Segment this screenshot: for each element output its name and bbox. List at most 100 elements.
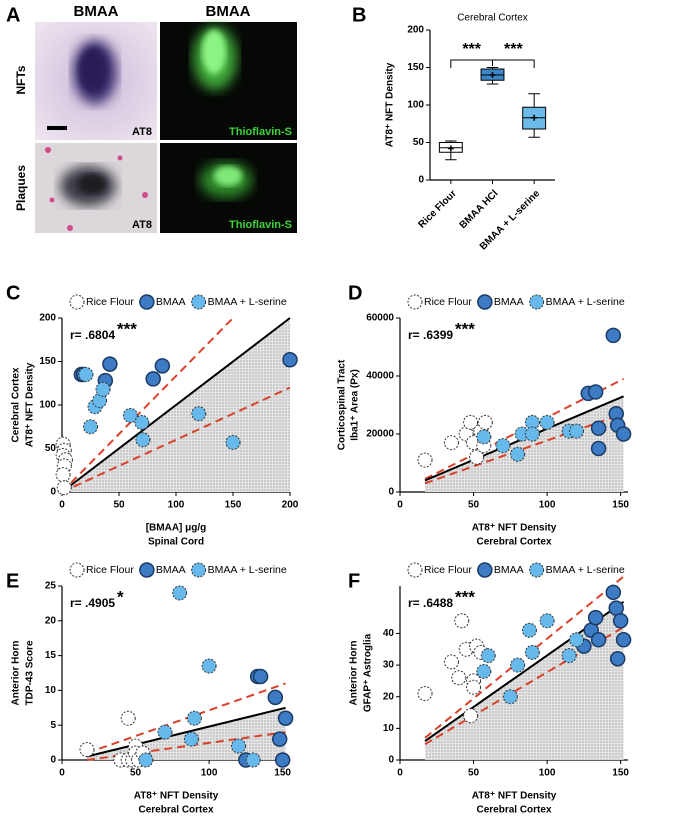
x-axis-label: AT8⁺ NFT Density xyxy=(472,523,557,534)
annotation: r= .6399 xyxy=(408,328,453,342)
point xyxy=(539,613,555,629)
point xyxy=(521,622,537,638)
stain-label: Thioflavin-S xyxy=(229,219,292,231)
legend-marker xyxy=(191,294,207,310)
point xyxy=(277,710,294,726)
legend-label: BMAA xyxy=(156,564,186,576)
legend-marker xyxy=(191,562,207,578)
point xyxy=(145,371,161,387)
stain-label: AT8 xyxy=(132,126,152,138)
point xyxy=(95,381,111,397)
y-axis-label: GFAP⁺ Astroglia xyxy=(363,633,374,712)
panel-letter: D xyxy=(348,282,362,304)
y-tick-label: 50 xyxy=(413,137,425,148)
x-tick-label: 100 xyxy=(539,500,556,511)
point xyxy=(138,752,154,768)
point xyxy=(569,632,585,648)
point xyxy=(271,731,288,747)
significance-label: *** xyxy=(455,319,475,338)
y-tick-label: 0 xyxy=(388,487,394,498)
x-tick-label: 0 xyxy=(59,768,65,779)
point xyxy=(443,654,459,670)
panel-a: A BMAA BMAA NFTs Plaques AT8 Thioflavin-… xyxy=(6,3,297,233)
x-axis-label: AT8⁺ NFT Density xyxy=(134,791,219,802)
panel-letter: B xyxy=(352,4,366,26)
panel-letter: F xyxy=(348,570,360,592)
legend-label: BMAA + L-serine xyxy=(208,564,287,576)
regression-line xyxy=(86,706,286,758)
x-axis-label: Spinal Cord xyxy=(148,537,204,548)
mean-marker xyxy=(447,145,454,152)
point xyxy=(120,710,136,726)
point xyxy=(605,584,622,601)
panel-letter: C xyxy=(6,282,20,304)
point xyxy=(252,668,269,685)
confidence-band xyxy=(424,575,625,739)
point xyxy=(510,446,526,462)
y-tick-label: 0 xyxy=(50,755,56,766)
point xyxy=(55,467,71,483)
confidence-band xyxy=(61,317,234,493)
micrograph: Thioflavin-S xyxy=(160,143,297,233)
point xyxy=(417,686,433,702)
point xyxy=(587,384,604,400)
legend-marker xyxy=(139,562,155,578)
y-tick-label: 150 xyxy=(407,62,424,73)
confidence-band xyxy=(61,386,291,493)
legend-label: Rice Flour xyxy=(424,564,472,576)
y-axis-label: Cerebral Cortex xyxy=(11,367,22,442)
point xyxy=(122,407,138,423)
point xyxy=(463,708,479,724)
point xyxy=(524,426,540,442)
y-tick-label: 0 xyxy=(50,487,56,498)
x-tick-label: 150 xyxy=(612,768,629,779)
legend-marker xyxy=(69,562,85,578)
point xyxy=(225,434,241,450)
micrograph: AT8 xyxy=(35,143,157,233)
micrograph: Thioflavin-S xyxy=(160,22,297,140)
point xyxy=(587,609,604,626)
point xyxy=(612,613,629,629)
x-tick-label: 100 xyxy=(539,768,556,779)
y-axis-label: Anterior Horn xyxy=(11,641,22,706)
x-tick-label: 50 xyxy=(130,768,142,779)
point xyxy=(79,742,95,758)
legend-marker xyxy=(529,294,545,310)
significance-bracket xyxy=(450,59,535,68)
point xyxy=(282,352,298,368)
micrograph: AT8 xyxy=(35,22,157,140)
y-tick-label: 10 xyxy=(383,723,395,734)
legend-label: BMAA + L-serine xyxy=(208,296,287,308)
y-axis-label: TDP-43 Score xyxy=(25,640,36,705)
y-tick-label: 40000 xyxy=(366,371,394,382)
x-tick-label: 150 xyxy=(274,768,291,779)
x-tick-label: 0 xyxy=(59,500,65,511)
point xyxy=(191,406,207,422)
mean-marker xyxy=(489,72,496,78)
y-axis-label: AT8⁺ NFT Density xyxy=(385,62,396,147)
point xyxy=(615,426,632,442)
point xyxy=(476,429,492,445)
y-tick-label: 0 xyxy=(418,175,424,186)
x-tick-label: 50 xyxy=(468,768,480,779)
significance-label: *** xyxy=(455,587,475,606)
point xyxy=(102,356,118,372)
point xyxy=(609,651,626,667)
point xyxy=(502,689,518,705)
point xyxy=(186,710,202,726)
y-tick-label: 50 xyxy=(45,443,57,454)
point xyxy=(466,679,482,695)
y-tick-label: 40 xyxy=(383,628,395,639)
y-tick-label: 5 xyxy=(50,720,56,731)
legend-marker xyxy=(69,294,85,310)
point xyxy=(463,414,479,430)
annotation: r= .6804 xyxy=(70,328,115,342)
legend-label: BMAA + L-serine xyxy=(546,564,625,576)
y-tick-label: 20 xyxy=(45,615,57,626)
legend-label: BMAA + L-serine xyxy=(546,296,625,308)
legend-label: BMAA xyxy=(494,296,524,308)
legend-marker xyxy=(407,294,423,310)
y-axis-label: Corticospinal Tract xyxy=(337,359,348,450)
y-tick-label: 15 xyxy=(45,650,57,661)
